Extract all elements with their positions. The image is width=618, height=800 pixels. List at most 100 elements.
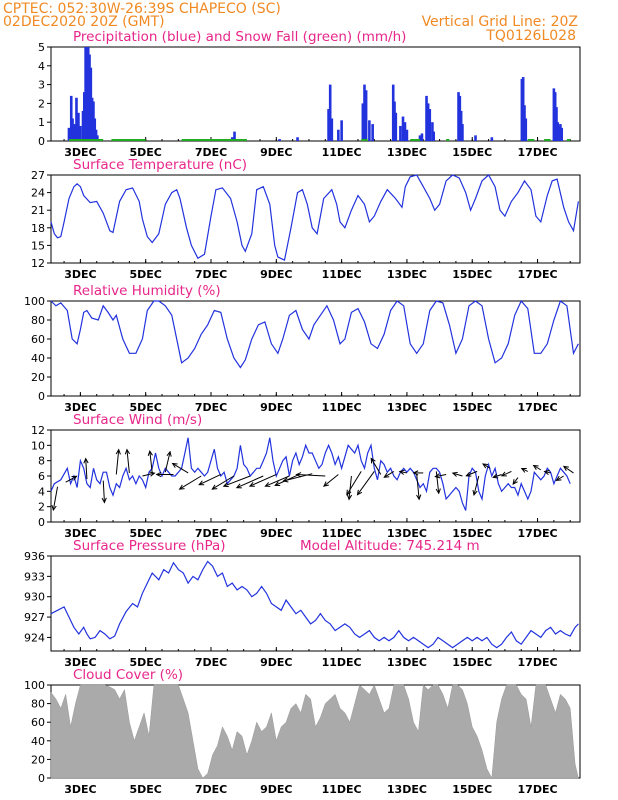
wind-arrow-head — [356, 489, 363, 496]
precip-frame — [50, 46, 581, 142]
precip-bar — [431, 122, 434, 141]
wind-arrow-shaft — [149, 451, 153, 473]
precip-ytick-label: 4 — [38, 60, 45, 73]
wind-arrow-head — [211, 484, 218, 490]
wind-arrow-head — [532, 464, 539, 470]
wind-arrow-shaft — [370, 458, 382, 475]
wind-arrow-head — [264, 482, 271, 487]
temperature-xtick-label: 13DEC — [387, 268, 427, 281]
precip-xtick-label: 5DEC — [130, 146, 162, 159]
wind-arrow-head — [71, 475, 78, 481]
wind-arrow-head — [465, 471, 472, 477]
wind-arrow-shaft — [296, 474, 326, 477]
wind-arrow-shaft — [212, 475, 235, 490]
wind-arrow-head — [482, 463, 489, 469]
precip-bar — [327, 109, 330, 141]
precip-bar — [328, 84, 332, 141]
precip-bar — [364, 90, 368, 141]
cloud-xtick-label: 3DEC — [64, 783, 96, 796]
wind-ytick-label: 2 — [38, 501, 45, 514]
cloud-ytick-label: 80 — [31, 698, 45, 711]
wind-arrow-head — [346, 489, 352, 496]
precip-bar — [523, 105, 526, 141]
humidity-title: Relative Humidity (%) — [73, 283, 221, 299]
pressure-title: Surface Pressure (hPa) — [73, 538, 226, 554]
precip-bar — [474, 135, 477, 141]
header-model: TQ0126L028 — [485, 28, 576, 44]
wind-ytick-label: 6 — [38, 470, 45, 483]
precip-bar — [86, 47, 90, 141]
wind-arrow-head — [370, 457, 376, 464]
pressure-line — [50, 560, 579, 649]
precip-bar — [560, 127, 564, 141]
wind-xtick-label: 11DEC — [322, 527, 362, 540]
wind-arrow-shaft — [249, 474, 277, 487]
wind-arrow-head — [51, 505, 57, 512]
precip-bar — [77, 112, 80, 141]
wind-arrow-shaft — [482, 463, 491, 469]
temperature-ytick-label: 15 — [31, 239, 45, 252]
precip-bar — [71, 118, 74, 141]
precip-xtick-label: 7DEC — [195, 146, 227, 159]
wind-arrow-shaft — [323, 474, 339, 487]
wind-arrow-head — [198, 480, 205, 486]
precip-bar — [96, 135, 99, 141]
precip-bar — [361, 103, 365, 141]
wind-arrow-head — [512, 479, 518, 486]
precip-bar — [458, 95, 462, 141]
precip-bar — [69, 95, 73, 141]
pressure-annotation: Model Altitude: 745.214 m — [300, 538, 480, 554]
humidity-ytick-label: 100 — [24, 295, 45, 308]
wind-arrow-shaft — [223, 475, 251, 487]
cloud-xtick-label: 7DEC — [195, 783, 227, 796]
wind-arrow-head — [435, 488, 441, 495]
wind-arrow-head — [323, 481, 329, 487]
pressure-xtick-label: 17DEC — [518, 656, 558, 669]
precip-bar — [394, 112, 398, 141]
temperature-ytick-label: 24 — [31, 187, 45, 200]
wind-arrow-shaft — [164, 451, 171, 473]
wind-arrow-head — [398, 469, 405, 475]
wind-arrow-head — [101, 497, 107, 504]
precip-xtick-label: 15DEC — [452, 146, 492, 159]
wind-arrow-shaft — [512, 477, 519, 485]
humidity-ytick-label: 20 — [31, 371, 45, 384]
cloud-xtick-label: 13DEC — [387, 783, 427, 796]
wind-xtick-label: 9DEC — [260, 527, 292, 540]
precip-ytick-label: 5 — [38, 41, 45, 54]
wind-arrow-shaft — [452, 472, 463, 477]
wind-arrow-head — [155, 471, 162, 478]
pressure-xtick-label: 9DEC — [260, 656, 292, 669]
precip-xtick-label: 13DEC — [387, 146, 427, 159]
wind-arrow-head — [472, 489, 478, 497]
wind-ytick-label: 8 — [38, 455, 45, 468]
precip-bar — [88, 54, 91, 141]
precip-bar — [92, 101, 95, 141]
wind-arrow-shaft — [493, 473, 502, 478]
wind-arrow-head — [451, 471, 458, 477]
pressure-panel: 924 927 930 933 936 3DEC 5DEC 7DEC 9DEC 11DEC 13DE… — [24, 538, 581, 669]
wind-arrow-head — [115, 448, 121, 455]
cloud-area — [50, 684, 579, 779]
precip-bar — [340, 120, 343, 141]
wind-xtick-label: 17DEC — [518, 527, 558, 540]
precip-bar — [73, 124, 76, 141]
pressure-ytick-label: 936 — [24, 550, 45, 563]
temperature-xtick-label: 5DEC — [130, 268, 162, 281]
precip-bar — [555, 107, 558, 141]
wind-arrow-shaft — [473, 475, 480, 496]
temperature-xtick-label: 3DEC — [64, 268, 96, 281]
wind-arrow-head — [171, 462, 178, 468]
temperature-ytick-label: 21 — [31, 204, 45, 217]
wind-ytick-label: 12 — [31, 424, 45, 437]
pressure-xtick-label: 13DEC — [387, 656, 427, 669]
precip-bar — [428, 109, 432, 141]
wind-arrow-head — [555, 475, 562, 481]
precip-title: Precipitation (blue) and Snow Fall (gree… — [73, 29, 406, 45]
precip-xtick-label: 3DEC — [64, 146, 96, 159]
wind-arrow-head — [248, 481, 255, 487]
precip-panel: 0 1 2 3 4 5 3DEC 5DEC 7DEC 9DEC 11DEC 13DEC 15DEC 17D… — [38, 29, 581, 159]
wind-arrow-head — [274, 481, 281, 487]
temperature-xtick-label: 17DEC — [518, 268, 558, 281]
